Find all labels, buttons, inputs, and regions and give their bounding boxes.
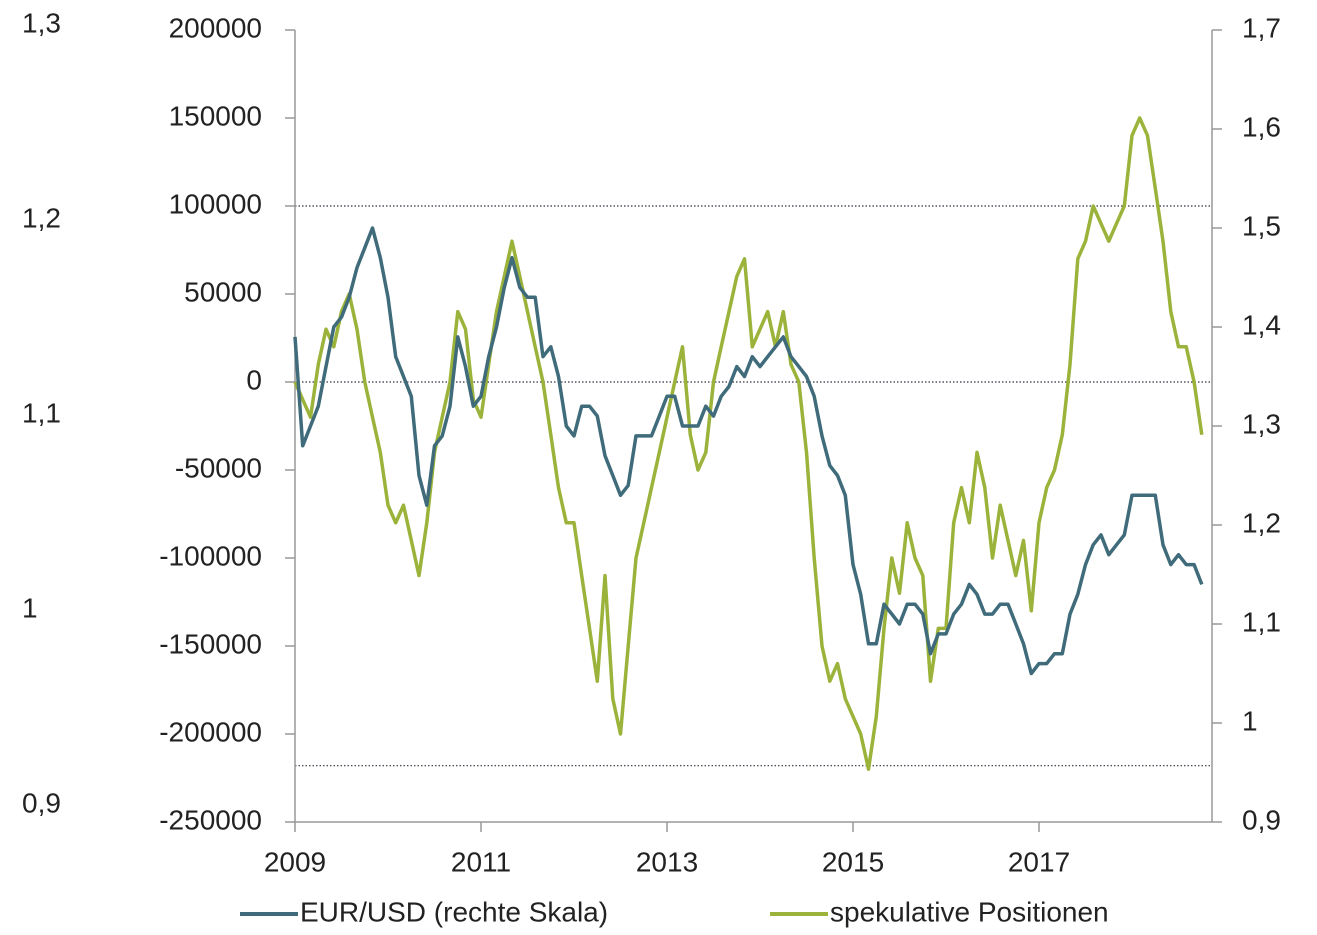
y-tick-label: 150000	[169, 100, 262, 131]
y2-tick-label: 1,2	[1242, 507, 1281, 538]
y3-tick-label: 1,1	[22, 397, 61, 428]
y-tick-label: 50000	[184, 276, 262, 307]
y-tick-label: 0	[246, 364, 262, 395]
y-tick-label: -50000	[175, 452, 262, 483]
y3-tick-label: 1	[22, 592, 38, 623]
y2-tick-label: 1,4	[1242, 309, 1281, 340]
y-tick-label: -150000	[159, 628, 262, 659]
series-line	[293, 116, 1204, 771]
y2-tick-label: 0,9	[1242, 804, 1281, 835]
legend-label: EUR/USD (rechte Skala)	[300, 896, 608, 927]
y2-tick-label: 1,3	[1242, 408, 1281, 439]
y2-tick-label: 1	[1242, 705, 1258, 736]
y2-tick-label: 1,1	[1242, 606, 1281, 637]
x-tick-label: 2017	[1008, 846, 1070, 877]
x-tick-label: 2009	[264, 846, 326, 877]
y-tick-label: 200000	[169, 12, 262, 43]
y2-tick-label: 1,6	[1242, 111, 1281, 142]
y-tick-label: 100000	[169, 188, 262, 219]
y2-tick-label: 1,5	[1242, 210, 1281, 241]
y2-tick-label: 1,7	[1242, 12, 1281, 43]
y-tick-label: -250000	[159, 804, 262, 835]
y3-tick-label: 1,3	[22, 7, 61, 38]
y3-tick-label: 0,9	[22, 787, 61, 818]
y-tick-label: -100000	[159, 540, 262, 571]
series-line	[293, 226, 1204, 676]
y-tick-label: -200000	[159, 716, 262, 747]
y3-tick-label: 1,2	[22, 202, 61, 233]
legend-label: spekulative Positionen	[830, 896, 1109, 927]
x-tick-label: 2011	[451, 846, 511, 877]
x-tick-label: 2013	[636, 846, 698, 877]
x-tick-label: 2015	[822, 846, 884, 877]
